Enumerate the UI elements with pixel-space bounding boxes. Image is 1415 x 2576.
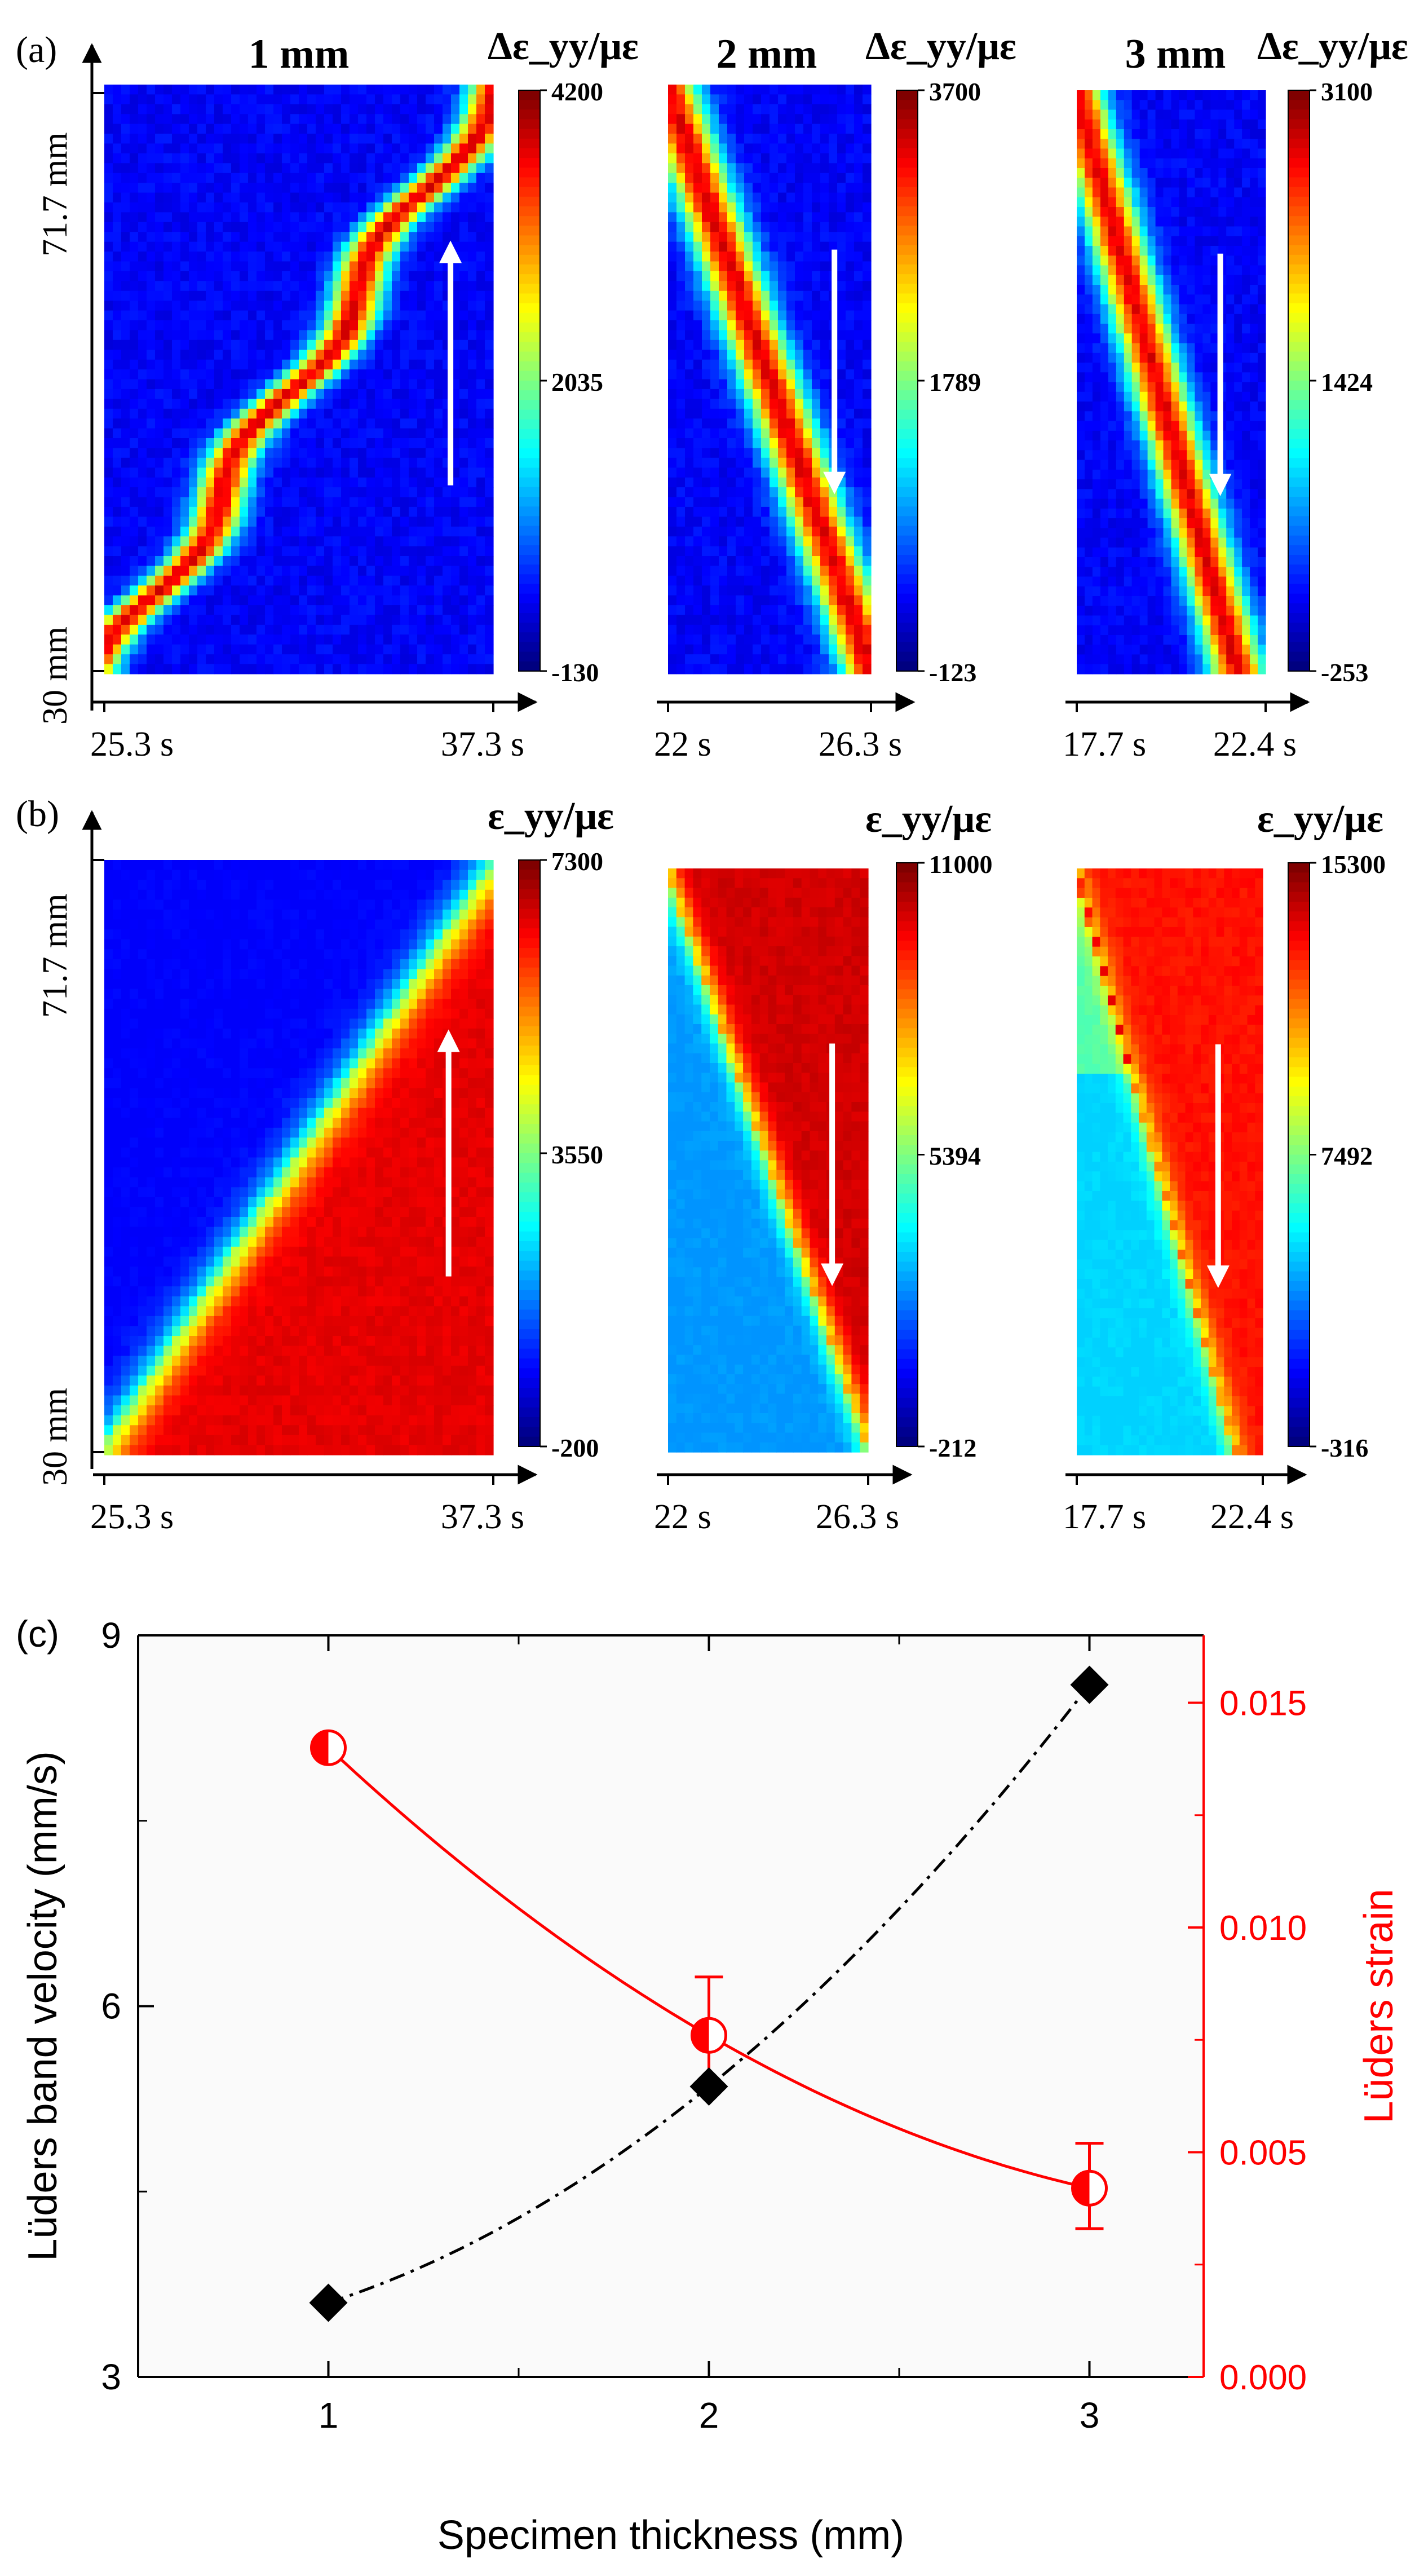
row-b-y-tick-top: 71.7 mm bbox=[36, 894, 74, 1018]
heatmap-cells-a1 bbox=[104, 85, 494, 674]
colorbar-label-b3: ε_yy/με bbox=[1257, 797, 1383, 841]
plot-area bbox=[138, 1635, 1204, 2377]
x-tick-label: 1 bbox=[319, 2395, 339, 2436]
velocity-strain-chart: 1 2 3 3 6 9 0.000 0.005 0.010 0.015 Specimen thick… bbox=[20, 1615, 1401, 2558]
y-tick-label-right: 0.010 bbox=[1219, 1909, 1307, 1948]
row-b-y-tick-bottom: 30 mm bbox=[36, 1388, 74, 1486]
time-axis-start-a3: 17.7 s bbox=[1063, 725, 1146, 764]
strain-point bbox=[691, 2017, 727, 2054]
y-axis-label-right: Lüders strain bbox=[1356, 1889, 1401, 2123]
time-axis-end-b2: 26.3 s bbox=[816, 1498, 899, 1536]
heatmap-a1: 4200 2035 -130 Δε_yy/με 1 mm 25.3 s 37.3 s bbox=[90, 25, 639, 764]
velocity-point bbox=[1070, 1665, 1109, 1704]
velocity-point bbox=[309, 2283, 348, 2322]
time-axis-start-b1: 25.3 s bbox=[90, 1498, 174, 1536]
time-axis-a3: 17.7 s 22.4 s bbox=[1063, 692, 1310, 764]
heatmap-a2: 3700 1789 -123 Δε_yy/με 2 mm 22 s 26.3 s bbox=[654, 25, 1016, 764]
heatmap-title-a3: 3 mm bbox=[1125, 31, 1226, 77]
heatmap-panels: 4200 2035 -130 Δε_yy/με 1 mm 25.3 s 37.3 s 3700… bbox=[90, 25, 1408, 1536]
colorbar-label-a3: Δε_yy/με bbox=[1257, 25, 1408, 68]
y-axis-label-left: Lüders band velocity (mm/s) bbox=[20, 1751, 65, 2261]
colorbar-tick-a1-0: 4200 bbox=[551, 77, 603, 106]
colorbar-tick-a1-1: 2035 bbox=[551, 368, 603, 396]
panel-label-c: (c) bbox=[16, 1613, 59, 1655]
heatmap-cells-b1 bbox=[104, 860, 494, 1455]
heatmap-cells-a3 bbox=[1077, 90, 1266, 674]
strain-point bbox=[1071, 2169, 1108, 2207]
heatmap-title-a1: 1 mm bbox=[249, 31, 350, 77]
row-a-y-axis: 71.7 mm 30 mm bbox=[36, 43, 104, 725]
y-tick-label-right: 0.000 bbox=[1219, 2358, 1307, 2397]
colorbar-tick-b2-0: 11000 bbox=[929, 850, 992, 879]
colorbar-b1: 7300 3550 -200 ε_yy/με bbox=[488, 795, 614, 1462]
time-axis-b2: 22 s 26.3 s bbox=[654, 1465, 913, 1536]
row-b-y-axis: 71.7 mm 30 mm bbox=[36, 810, 104, 1486]
panel-label-b: (b) bbox=[16, 793, 59, 835]
colorbar-a3: 3100 1424 -253 Δε_yy/με bbox=[1257, 25, 1408, 687]
colorbar-a2: 3700 1789 -123 Δε_yy/με bbox=[865, 25, 1016, 687]
colorbar-tick-b3-2: -316 bbox=[1321, 1433, 1368, 1462]
heatmap-title-a2: 2 mm bbox=[717, 31, 817, 77]
colorbar-label-b1: ε_yy/με bbox=[488, 795, 614, 838]
colorbar-tick-a3-2: -253 bbox=[1321, 658, 1368, 687]
y-tick-label-left: 6 bbox=[101, 1986, 121, 2027]
colorbar-tick-b3-1: 7492 bbox=[1321, 1142, 1373, 1171]
colorbar-tick-a2-2: -123 bbox=[929, 658, 976, 687]
colorbar-tick-b3-0: 15300 bbox=[1321, 850, 1386, 879]
colorbar-tick-b2-1: 5394 bbox=[929, 1142, 981, 1171]
time-axis-start-a1: 25.3 s bbox=[90, 725, 174, 764]
time-axis-b3: 17.7 s 22.4 s bbox=[1063, 1465, 1307, 1536]
y-tick-label-left: 9 bbox=[101, 1615, 121, 1656]
time-axis-start-b2: 22 s bbox=[654, 1498, 711, 1536]
colorbar-label-a1: Δε_yy/με bbox=[488, 25, 639, 68]
time-axis-start-a2: 22 s bbox=[654, 725, 711, 764]
colorbar-label-a2: Δε_yy/με bbox=[865, 25, 1016, 68]
velocity-point bbox=[689, 2067, 728, 2106]
time-axis-a2: 22 s 26.3 s bbox=[654, 692, 916, 764]
colorbar-tick-a3-1: 1424 bbox=[1321, 368, 1373, 396]
time-axis-end-b1: 37.3 s bbox=[441, 1498, 524, 1536]
heatmap-b3: 15300 7492 -316 ε_yy/με 17.7 s 22.4 s bbox=[1063, 797, 1386, 1536]
colorbar-tick-a2-1: 1789 bbox=[929, 368, 981, 396]
x-axis-label: Specimen thickness (mm) bbox=[437, 2513, 904, 2558]
colorbar-b3: 15300 7492 -316 ε_yy/με bbox=[1257, 797, 1386, 1462]
y-tick-label-right: 0.015 bbox=[1219, 1684, 1307, 1723]
colorbar-label-b2: ε_yy/με bbox=[865, 797, 992, 841]
heatmap-cells-a2 bbox=[668, 85, 872, 674]
heatmap-b2: 11000 5394 -212 ε_yy/με 22 s 26.3 s bbox=[654, 797, 992, 1536]
time-axis-end-a3: 22.4 s bbox=[1213, 725, 1297, 764]
colorbar-tick-a3-0: 3100 bbox=[1321, 77, 1373, 106]
time-axis-b1: 25.3 s 37.3 s bbox=[90, 1465, 538, 1536]
panel-label-a: (a) bbox=[16, 29, 57, 70]
x-tick-label: 2 bbox=[699, 2395, 719, 2436]
time-axis-start-b3: 17.7 s bbox=[1063, 1498, 1146, 1536]
row-a-y-tick-top: 71.7 mm bbox=[36, 133, 74, 257]
time-axis-end-b3: 22.4 s bbox=[1210, 1498, 1294, 1536]
colorbar-a1: 4200 2035 -130 Δε_yy/με bbox=[488, 25, 639, 687]
colorbar-tick-a1-2: -130 bbox=[551, 658, 599, 687]
x-tick-label: 3 bbox=[1080, 2395, 1100, 2436]
y-tick-label-right: 0.005 bbox=[1219, 2134, 1307, 2173]
heatmap-cells-b2 bbox=[668, 868, 869, 1453]
time-axis-end-a2: 26.3 s bbox=[819, 725, 902, 764]
strain-point bbox=[310, 1729, 347, 1766]
colorbar-tick-b1-0: 7300 bbox=[551, 847, 603, 876]
time-axis-a1: 25.3 s 37.3 s bbox=[90, 692, 538, 764]
heatmap-b1: 7300 3550 -200 ε_yy/με 25.3 s 37.3 s bbox=[90, 795, 614, 1536]
colorbar-tick-b1-2: -200 bbox=[551, 1433, 599, 1462]
row-a-y-tick-bottom: 30 mm bbox=[36, 627, 74, 725]
time-axis-end-a1: 37.3 s bbox=[441, 725, 524, 764]
colorbar-tick-b2-2: -212 bbox=[929, 1433, 976, 1462]
heatmap-a3: 3100 1424 -253 Δε_yy/με 3 mm 17.7 s 22.4 s bbox=[1063, 25, 1408, 764]
colorbar-tick-a2-0: 3700 bbox=[929, 77, 981, 106]
y-tick-label-left: 3 bbox=[101, 2357, 121, 2397]
colorbar-tick-b1-1: 3550 bbox=[551, 1140, 603, 1169]
colorbar-b2: 11000 5394 -212 ε_yy/με bbox=[865, 797, 992, 1462]
heatmap-cells-b3 bbox=[1077, 868, 1263, 1455]
